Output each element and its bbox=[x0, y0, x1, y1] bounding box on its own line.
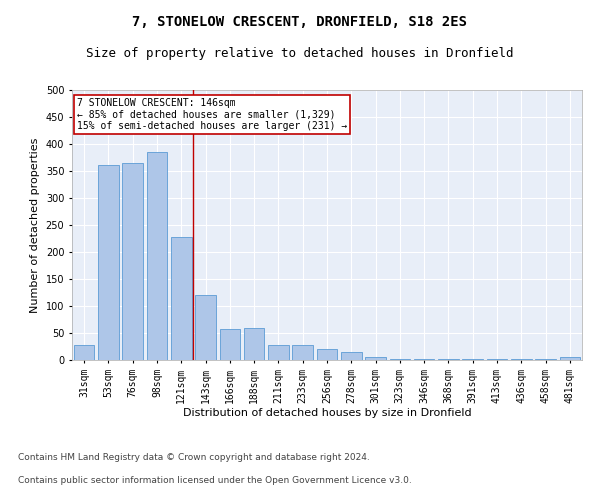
Bar bbox=[268, 345, 289, 360]
Text: 7 STONELOW CRESCENT: 146sqm
← 85% of detached houses are smaller (1,329)
15% of : 7 STONELOW CRESCENT: 146sqm ← 85% of det… bbox=[77, 98, 347, 132]
Bar bbox=[389, 359, 410, 360]
Bar bbox=[244, 328, 265, 360]
Bar bbox=[171, 237, 191, 360]
Bar bbox=[195, 295, 216, 360]
Bar bbox=[74, 345, 94, 360]
Bar bbox=[122, 163, 143, 360]
Text: Size of property relative to detached houses in Dronfield: Size of property relative to detached ho… bbox=[86, 48, 514, 60]
Bar bbox=[560, 358, 580, 360]
Bar bbox=[292, 346, 313, 360]
Bar bbox=[98, 164, 119, 360]
Text: 7, STONELOW CRESCENT, DRONFIELD, S18 2ES: 7, STONELOW CRESCENT, DRONFIELD, S18 2ES bbox=[133, 15, 467, 29]
Bar bbox=[146, 152, 167, 360]
Bar bbox=[365, 358, 386, 360]
Text: Contains HM Land Registry data © Crown copyright and database right 2024.: Contains HM Land Registry data © Crown c… bbox=[18, 454, 370, 462]
Bar bbox=[317, 349, 337, 360]
Bar bbox=[341, 352, 362, 360]
Text: Contains public sector information licensed under the Open Government Licence v3: Contains public sector information licen… bbox=[18, 476, 412, 485]
Bar bbox=[220, 328, 240, 360]
Y-axis label: Number of detached properties: Number of detached properties bbox=[30, 138, 40, 312]
X-axis label: Distribution of detached houses by size in Dronfield: Distribution of detached houses by size … bbox=[182, 408, 472, 418]
